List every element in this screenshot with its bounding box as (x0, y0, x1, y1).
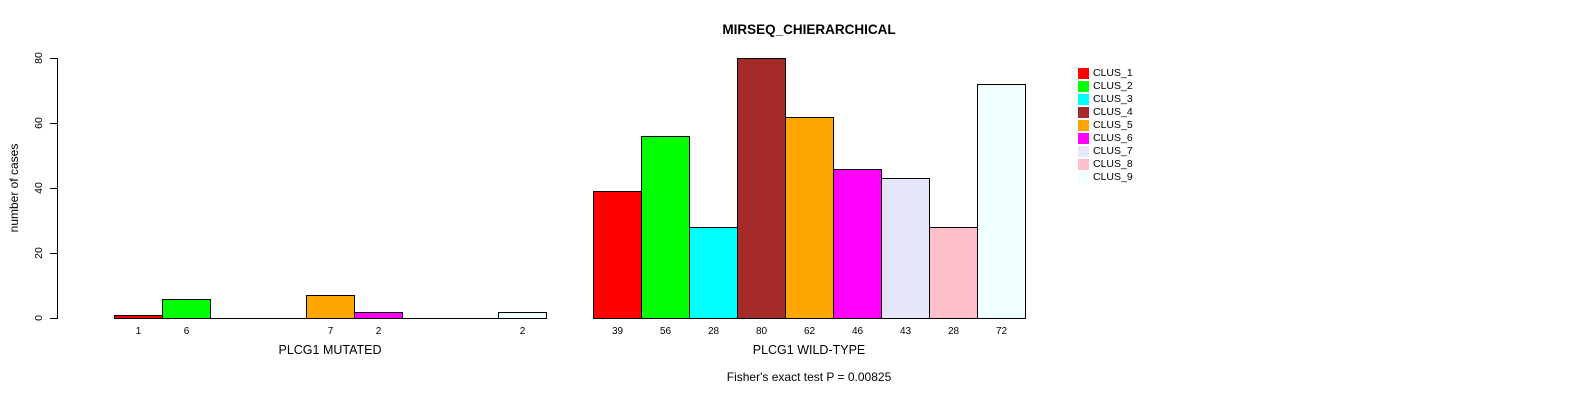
bar-value-label: 2 (375, 326, 382, 337)
bar-CLUS_7 (881, 178, 930, 319)
bar-CLUS_5 (306, 295, 355, 319)
legend-item: CLUS_2 (1078, 80, 1133, 93)
legend-swatch (1078, 146, 1089, 157)
legend-label: CLUS_3 (1093, 93, 1133, 105)
bar-CLUS_3-zero (210, 318, 259, 319)
legend-label: CLUS_8 (1093, 158, 1133, 170)
legend-label: CLUS_2 (1093, 80, 1133, 92)
legend-item: CLUS_9 (1078, 171, 1133, 184)
bar-CLUS_3 (689, 227, 738, 319)
y-axis-label: number of cases (7, 143, 21, 233)
y-tick-label: 80 (33, 52, 45, 64)
y-tick-mark (50, 123, 57, 124)
bar-value-label: 6 (183, 326, 190, 337)
bar-value-label: 1 (135, 326, 142, 337)
legend-swatch (1078, 172, 1089, 183)
y-tick-mark (50, 253, 57, 254)
y-axis-line (57, 58, 58, 319)
legend-label: CLUS_9 (1093, 171, 1133, 183)
bar-value-label: 62 (803, 326, 816, 337)
legend-item: CLUS_6 (1078, 132, 1133, 145)
legend: CLUS_1 CLUS_2 CLUS_3 CLUS_4 CLUS_5 CLUS_6 CLUS… (1078, 67, 1133, 184)
y-tick-mark (50, 318, 57, 319)
bar-CLUS_5 (785, 116, 834, 319)
y-tick-label: 60 (33, 117, 45, 129)
legend-item: CLUS_4 (1078, 106, 1133, 119)
bar-CLUS_1 (593, 191, 642, 319)
bar-value-label: 72 (995, 326, 1008, 337)
bar-value-label: 2 (519, 326, 526, 337)
bar-value-label: 46 (851, 326, 864, 337)
y-tick-mark (50, 188, 57, 189)
bar-value-label: 80 (755, 326, 768, 337)
legend-swatch (1078, 159, 1089, 170)
bar-CLUS_6 (833, 168, 882, 319)
bar-value-label: 7 (327, 326, 334, 337)
legend-label: CLUS_4 (1093, 106, 1133, 118)
legend-item: CLUS_5 (1078, 119, 1133, 132)
fisher-test-annotation: Fisher's exact test P = 0.00825 (726, 370, 892, 384)
chart-title: MIRSEQ_CHIERARCHICAL (722, 22, 896, 37)
y-tick-label: 20 (33, 247, 45, 259)
legend-swatch (1078, 81, 1089, 92)
legend-swatch (1078, 120, 1089, 131)
legend-swatch (1078, 94, 1089, 105)
legend-label: CLUS_6 (1093, 132, 1133, 144)
bar-CLUS_9 (977, 84, 1026, 319)
legend-swatch (1078, 68, 1089, 79)
bar-value-label: 43 (899, 326, 912, 337)
y-tick-mark (50, 58, 57, 59)
bar-CLUS_8-zero (450, 318, 499, 319)
bar-CLUS_6 (354, 311, 403, 319)
bar-CLUS_2 (162, 298, 211, 319)
y-tick-label: 40 (33, 182, 45, 194)
bar-CLUS_9 (498, 311, 547, 319)
legend-item: CLUS_3 (1078, 93, 1133, 106)
bar-CLUS_1 (114, 314, 163, 319)
legend-label: CLUS_1 (1093, 67, 1133, 79)
bar-value-label: 28 (947, 326, 960, 337)
bar-CLUS_8 (929, 227, 978, 319)
legend-item: CLUS_1 (1078, 67, 1133, 80)
legend-swatch (1078, 107, 1089, 118)
legend-label: CLUS_5 (1093, 119, 1133, 131)
x-group-label-mutated: PLCG1 MUTATED (278, 343, 382, 357)
bar-CLUS_7-zero (402, 318, 451, 319)
bar-value-label: 56 (659, 326, 672, 337)
y-tick-label: 0 (33, 315, 45, 321)
bar-CLUS_2 (641, 136, 690, 319)
legend-item: CLUS_8 (1078, 158, 1133, 171)
bar-CLUS_4-zero (258, 318, 307, 319)
x-group-label-wildtype: PLCG1 WILD-TYPE (752, 343, 866, 357)
legend-item: CLUS_7 (1078, 145, 1133, 158)
legend-swatch (1078, 133, 1089, 144)
bar-value-label: 39 (611, 326, 624, 337)
legend-label: CLUS_7 (1093, 145, 1133, 157)
bar-value-label: 28 (707, 326, 720, 337)
bar-CLUS_4 (737, 58, 786, 319)
